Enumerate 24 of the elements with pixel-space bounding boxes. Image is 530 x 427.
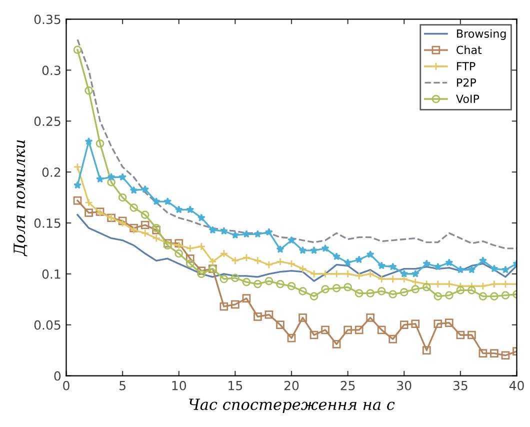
x-tick-label: 15 xyxy=(228,381,242,390)
y-tick-label: 0.25 xyxy=(34,116,60,126)
legend-label: Chat xyxy=(456,46,482,54)
y-tick-label: 0 xyxy=(54,371,61,381)
x-tick-label: 10 xyxy=(172,380,186,390)
y-axis-title: Доля помилки xyxy=(14,140,28,256)
legend-label: Browsing xyxy=(457,29,506,40)
y-tick-label: 0.35 xyxy=(34,14,60,24)
x-tick-label: 40 xyxy=(509,380,524,390)
legend-label: FTP xyxy=(457,62,476,70)
legend-label: VoIP xyxy=(456,94,480,104)
y-tick-label: 0.15 xyxy=(34,218,60,228)
x-tick-label: 30 xyxy=(397,380,412,390)
x-tick-label: 20 xyxy=(284,380,299,390)
legend-label: P2P xyxy=(457,78,476,87)
y-tick-label: 0.3 xyxy=(42,66,60,76)
y-tick-label: 0.2 xyxy=(42,167,60,177)
x-axis-title: Час спостереження на с xyxy=(189,398,395,414)
x-tick-label: 0 xyxy=(63,380,70,390)
x-tick-label: 5 xyxy=(120,381,126,390)
x-tick-label: 35 xyxy=(453,380,468,390)
y-tick-label: 0.1 xyxy=(42,269,60,279)
y-tick-label: 0.05 xyxy=(34,320,60,330)
x-tick-label: 25 xyxy=(340,380,355,390)
